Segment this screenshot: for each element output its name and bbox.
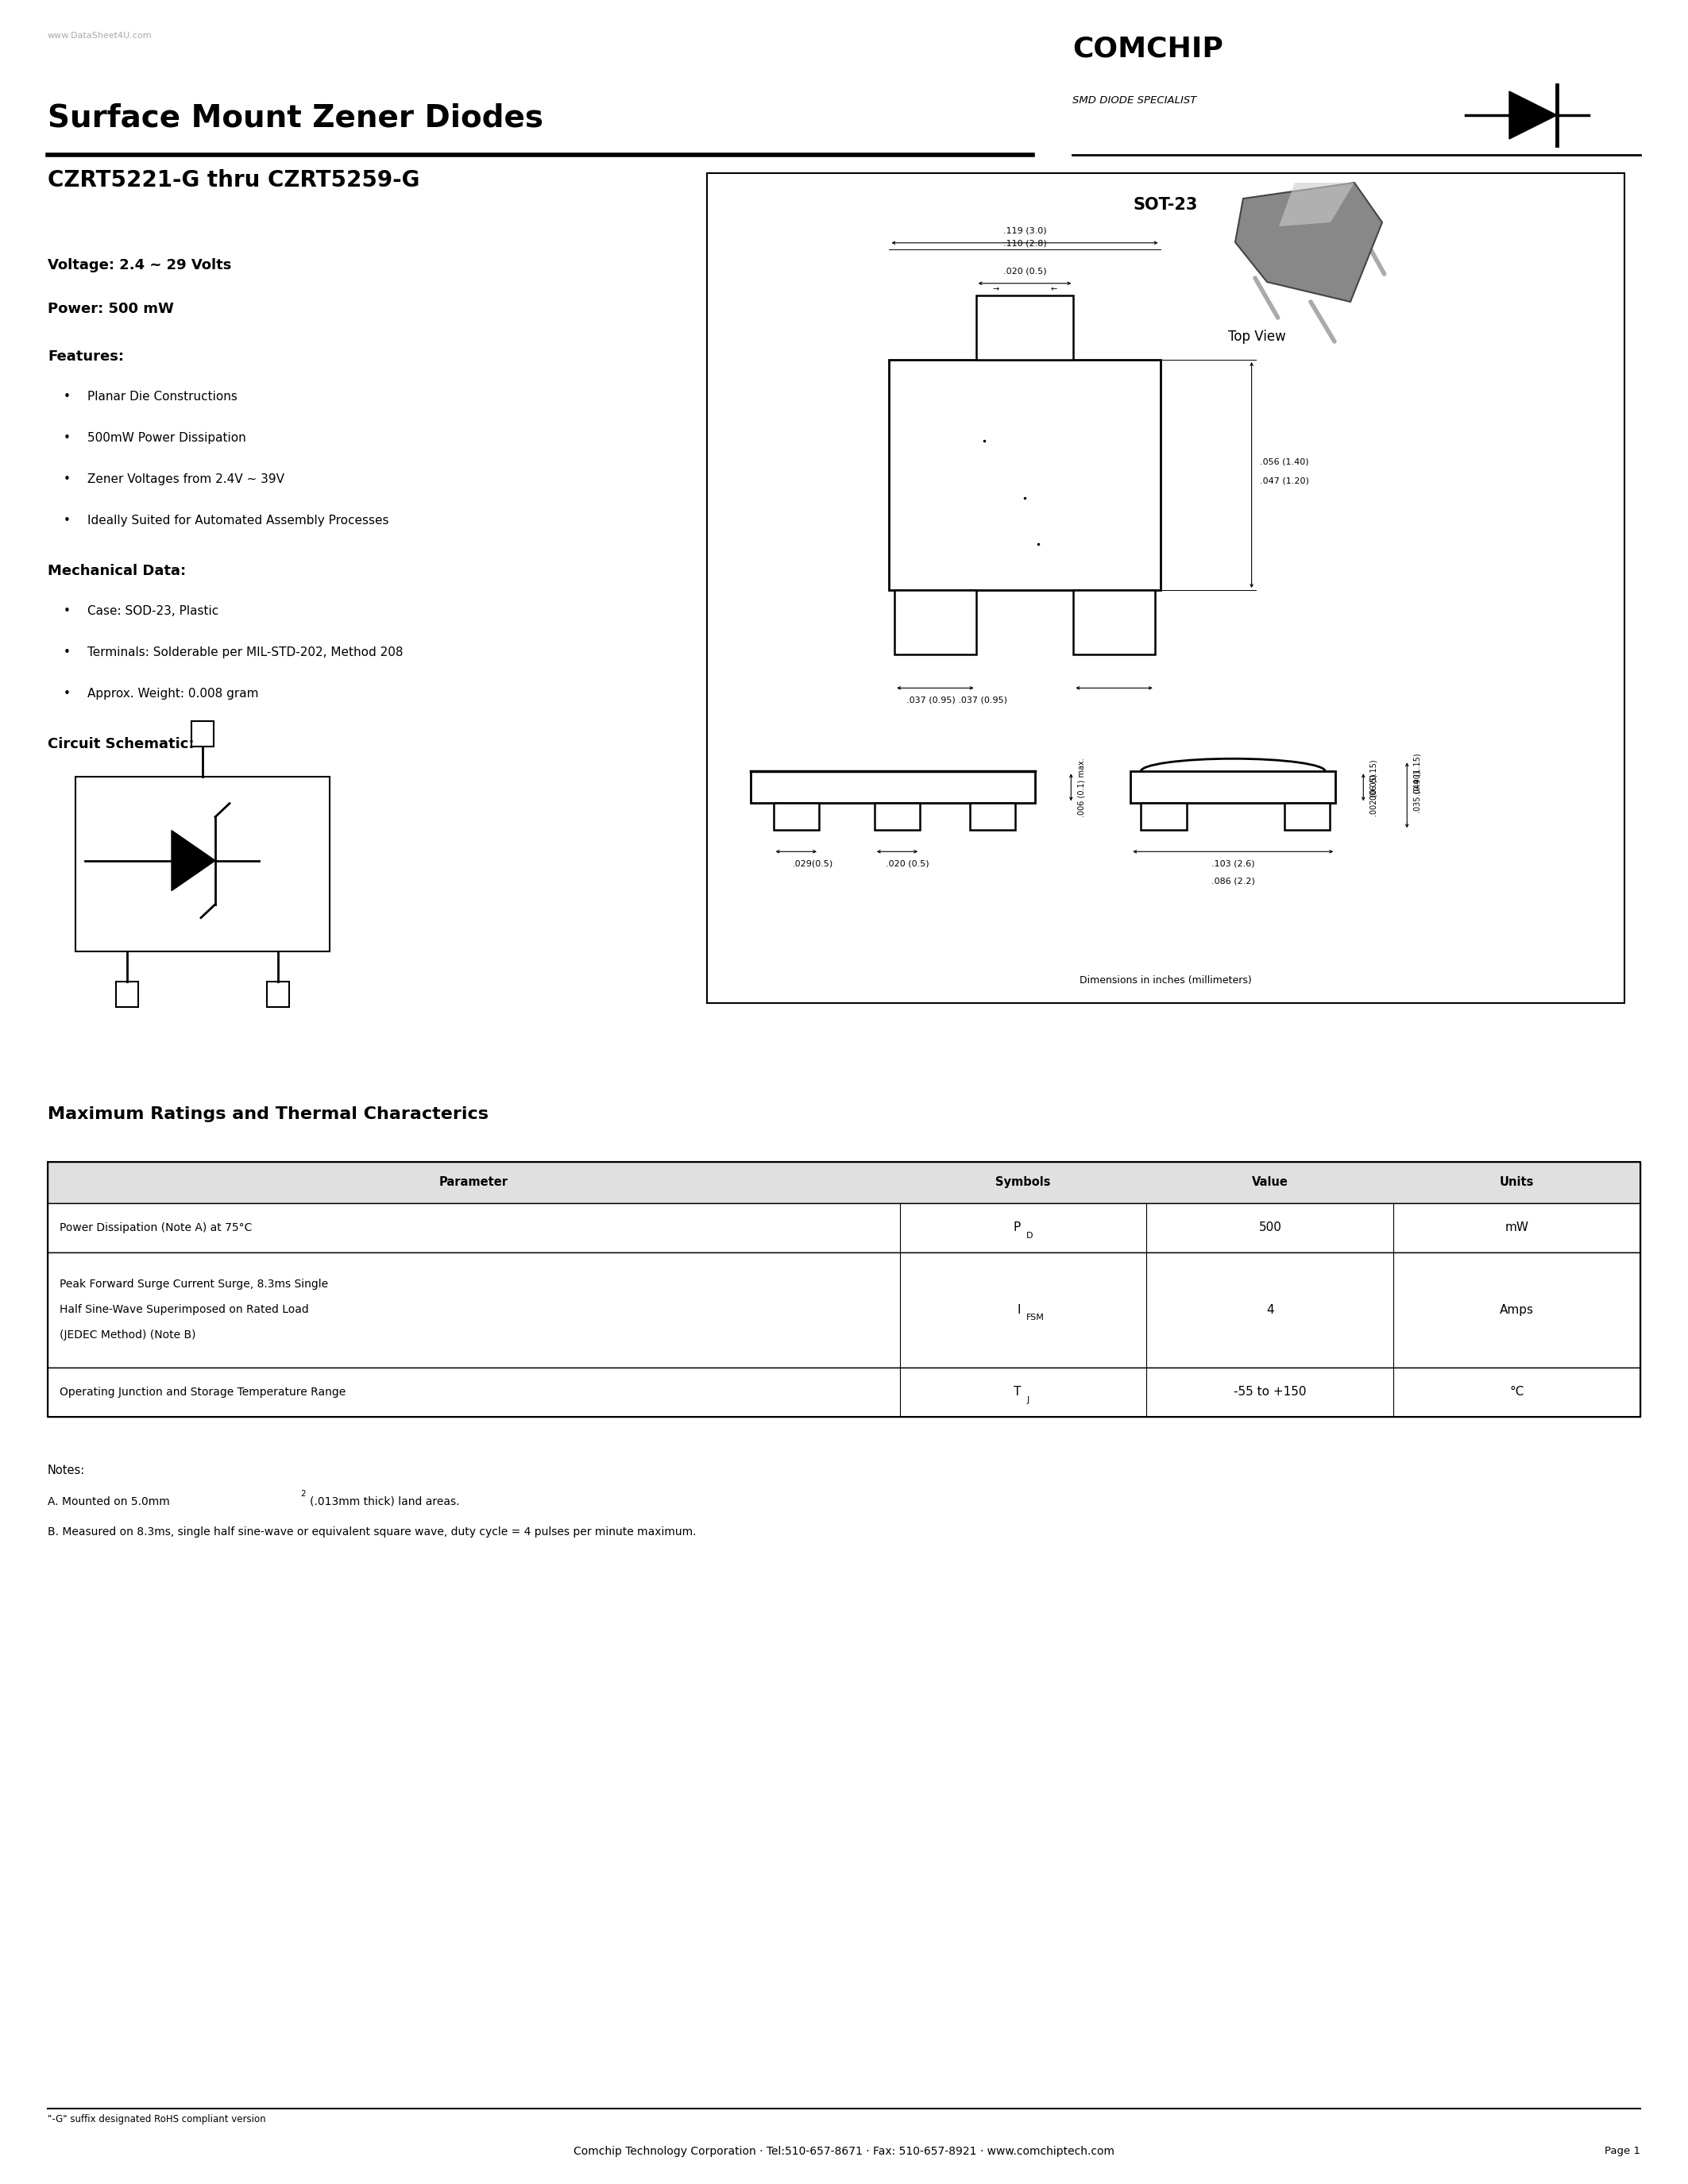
Text: Zener Voltages from 2.4V ~ 39V: Zener Voltages from 2.4V ~ 39V	[88, 474, 284, 485]
Text: Half Sine-Wave Superimposed on Rated Load: Half Sine-Wave Superimposed on Rated Loa…	[59, 1304, 309, 1315]
Polygon shape	[1509, 92, 1556, 140]
Text: Ideally Suited for Automated Assembly Processes: Ideally Suited for Automated Assembly Pr…	[88, 515, 388, 526]
Text: .047 (1.20): .047 (1.20)	[1259, 476, 1308, 485]
Text: .119 (3.0): .119 (3.0)	[1003, 227, 1047, 236]
Bar	[267, 981, 289, 1007]
Text: Approx. Weight: 0.008 gram: Approx. Weight: 0.008 gram	[88, 688, 258, 699]
Bar	[1131, 771, 1335, 804]
Bar	[47, 1162, 1641, 1417]
Text: Planar Die Constructions: Planar Die Constructions	[88, 391, 238, 402]
Text: 2: 2	[300, 1489, 306, 1498]
Text: .086 (2.2): .086 (2.2)	[1212, 878, 1254, 885]
Text: FSM: FSM	[1026, 1315, 1045, 1321]
Text: Comchip Technology Corporation · Tel:510-657-8671 · Fax: 510-657-8921 · www.comc: Comchip Technology Corporation · Tel:510…	[574, 2147, 1114, 2158]
Text: Surface Mount Zener Diodes: Surface Mount Zener Diodes	[47, 103, 544, 133]
Text: →: →	[993, 286, 999, 293]
Text: .110 (2.8): .110 (2.8)	[1003, 240, 1047, 247]
Bar	[116, 981, 138, 1007]
Text: Operating Junction and Storage Temperature Range: Operating Junction and Storage Temperatu…	[59, 1387, 346, 1398]
Text: Top View: Top View	[1227, 330, 1286, 343]
Text: Circuit Schematic:: Circuit Schematic:	[47, 736, 194, 751]
Text: Terminals: Solderable per MIL-STD-202, Method 208: Terminals: Solderable per MIL-STD-202, M…	[88, 646, 403, 657]
Bar	[47, 1251, 1641, 1367]
Bar	[976, 295, 1074, 360]
Text: Symbols: Symbols	[996, 1177, 1050, 1188]
Text: "-G" suffix designated RoHS compliant version: "-G" suffix designated RoHS compliant ve…	[47, 2114, 265, 2125]
Bar	[1285, 804, 1330, 830]
Bar	[971, 804, 1016, 830]
Text: (.013mm thick) land areas.: (.013mm thick) land areas.	[311, 1496, 459, 1507]
Text: .020 (0.5): .020 (0.5)	[886, 860, 928, 867]
Bar	[76, 778, 329, 952]
Text: .056 (1.40): .056 (1.40)	[1259, 456, 1308, 465]
Text: B. Measured on 8.3ms, single half sine-wave or equivalent square wave, duty cycl: B. Measured on 8.3ms, single half sine-w…	[47, 1527, 695, 1538]
Bar	[47, 1203, 1641, 1251]
Text: SOT-23: SOT-23	[1133, 197, 1198, 212]
Text: Case: SOD-23, Plastic: Case: SOD-23, Plastic	[88, 605, 219, 618]
Text: ←: ←	[1050, 286, 1057, 293]
Text: Peak Forward Surge Current Surge, 8.3ms Single: Peak Forward Surge Current Surge, 8.3ms …	[59, 1280, 327, 1291]
Text: Units: Units	[1499, 1177, 1534, 1188]
Text: 500mW Power Dissipation: 500mW Power Dissipation	[88, 432, 246, 443]
Text: .006 (0.1) max.: .006 (0.1) max.	[1077, 758, 1085, 817]
Polygon shape	[1236, 183, 1382, 301]
Bar	[1074, 590, 1155, 655]
Text: -55 to +150: -55 to +150	[1234, 1387, 1307, 1398]
Text: .020 (0.5): .020 (0.5)	[1003, 266, 1047, 275]
Bar	[890, 360, 1160, 590]
Text: •: •	[64, 432, 71, 443]
Text: mW: mW	[1506, 1221, 1529, 1234]
Text: •: •	[64, 688, 71, 699]
Text: .044 (1.15): .044 (1.15)	[1413, 753, 1421, 795]
Text: Value: Value	[1252, 1177, 1288, 1188]
Text: °C: °C	[1509, 1387, 1524, 1398]
Text: COMCHIP: COMCHIP	[1072, 35, 1224, 63]
Text: (JEDEC Method) (Note B): (JEDEC Method) (Note B)	[59, 1330, 196, 1341]
Bar	[191, 721, 214, 747]
Bar	[751, 771, 1035, 804]
Bar	[773, 804, 819, 830]
Text: .035 (0.90): .035 (0.90)	[1413, 771, 1421, 812]
Text: P: P	[1013, 1221, 1021, 1234]
Text: •: •	[64, 515, 71, 526]
Text: .006 (0.15): .006 (0.15)	[1369, 760, 1377, 802]
Text: A. Mounted on 5.0mm: A. Mounted on 5.0mm	[47, 1496, 170, 1507]
Text: Features:: Features:	[47, 349, 123, 365]
Text: •: •	[64, 474, 71, 485]
Text: Parameter: Parameter	[439, 1177, 508, 1188]
Text: •: •	[64, 391, 71, 402]
Bar	[707, 173, 1624, 1002]
Text: I: I	[1018, 1304, 1021, 1317]
Text: T: T	[1013, 1387, 1021, 1398]
Text: .103 (2.6): .103 (2.6)	[1212, 860, 1254, 867]
Text: .002 (0.05): .002 (0.05)	[1369, 773, 1377, 817]
Text: Notes:: Notes:	[47, 1465, 84, 1476]
Bar	[47, 1162, 1641, 1203]
Text: SMD DIODE SPECIALIST: SMD DIODE SPECIALIST	[1072, 96, 1197, 105]
Text: www.DataSheet4U.com: www.DataSheet4U.com	[47, 33, 152, 39]
Text: •: •	[64, 605, 71, 618]
Text: .029(0.5): .029(0.5)	[793, 860, 834, 867]
Bar	[874, 804, 920, 830]
Text: 4: 4	[1266, 1304, 1274, 1317]
Text: Mechanical Data:: Mechanical Data:	[47, 563, 186, 579]
Text: 500: 500	[1259, 1221, 1281, 1234]
Text: J: J	[1026, 1396, 1030, 1404]
Bar	[895, 590, 976, 655]
Text: •: •	[64, 646, 71, 657]
Polygon shape	[1280, 183, 1354, 227]
Text: .037 (0.95) .037 (0.95): .037 (0.95) .037 (0.95)	[906, 697, 1008, 703]
Text: CZRT5221-G thru CZRT5259-G: CZRT5221-G thru CZRT5259-G	[47, 168, 420, 192]
Polygon shape	[172, 830, 216, 891]
Text: Dimensions in inches (millimeters): Dimensions in inches (millimeters)	[1080, 976, 1252, 985]
Text: Page 1: Page 1	[1605, 2147, 1641, 2156]
Text: Power Dissipation (Note A) at 75°C: Power Dissipation (Note A) at 75°C	[59, 1223, 252, 1234]
Text: Voltage: 2.4 ~ 29 Volts: Voltage: 2.4 ~ 29 Volts	[47, 258, 231, 273]
Text: D: D	[1026, 1232, 1033, 1241]
Bar	[47, 1367, 1641, 1417]
Bar	[1141, 804, 1187, 830]
Text: Power: 500 mW: Power: 500 mW	[47, 301, 174, 317]
Text: Maximum Ratings and Thermal Characterics: Maximum Ratings and Thermal Characterics	[47, 1107, 488, 1123]
Text: Amps: Amps	[1501, 1304, 1534, 1317]
